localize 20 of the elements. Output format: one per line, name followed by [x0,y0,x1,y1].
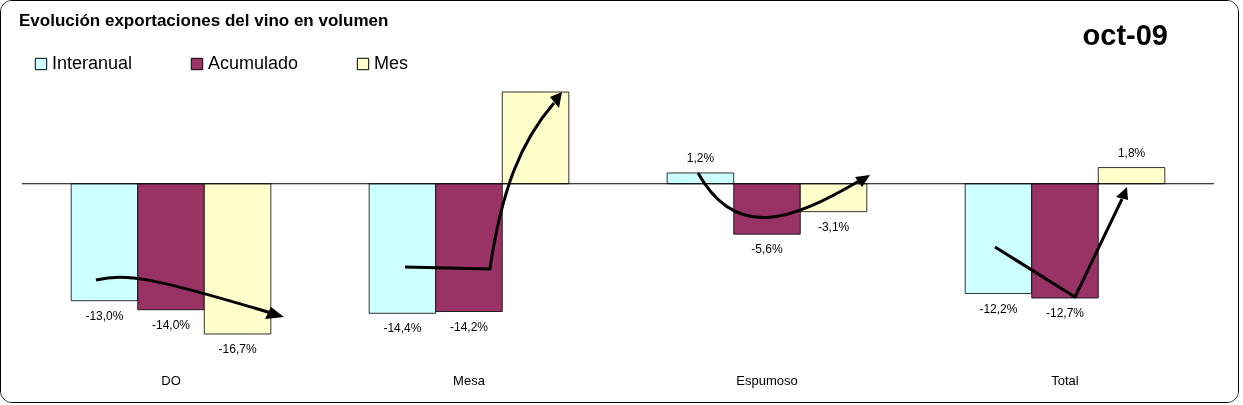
data-label: -3,1% [817,219,850,234]
data-label: -13,0% [85,308,124,323]
legend-label: Mes [374,53,409,73]
data-label: -12,2% [979,301,1018,316]
chart-subtitle: oct-09 [1082,19,1168,52]
data-label: 1,8% [1117,145,1146,160]
data-label: 1,2% [686,150,715,165]
data-label: -14,4% [383,321,422,336]
data-label: -12,7% [1045,306,1085,321]
data-label: -14,2% [449,319,489,334]
data-label: -5,6% [751,242,783,257]
x-tick-label: Espumoso [736,372,798,388]
data-label: -16,7% [218,342,257,356]
x-tick-label: Total [1051,372,1079,388]
x-tick-label: Mesa [453,372,486,388]
legend-label: Interanual [52,53,133,73]
data-label: -14,0% [151,317,191,332]
x-tick-label: DO [161,372,181,388]
chart-title: Evolución exportaciones del vino en volumen [19,11,389,31]
legend-label: Acumulado [208,53,299,73]
